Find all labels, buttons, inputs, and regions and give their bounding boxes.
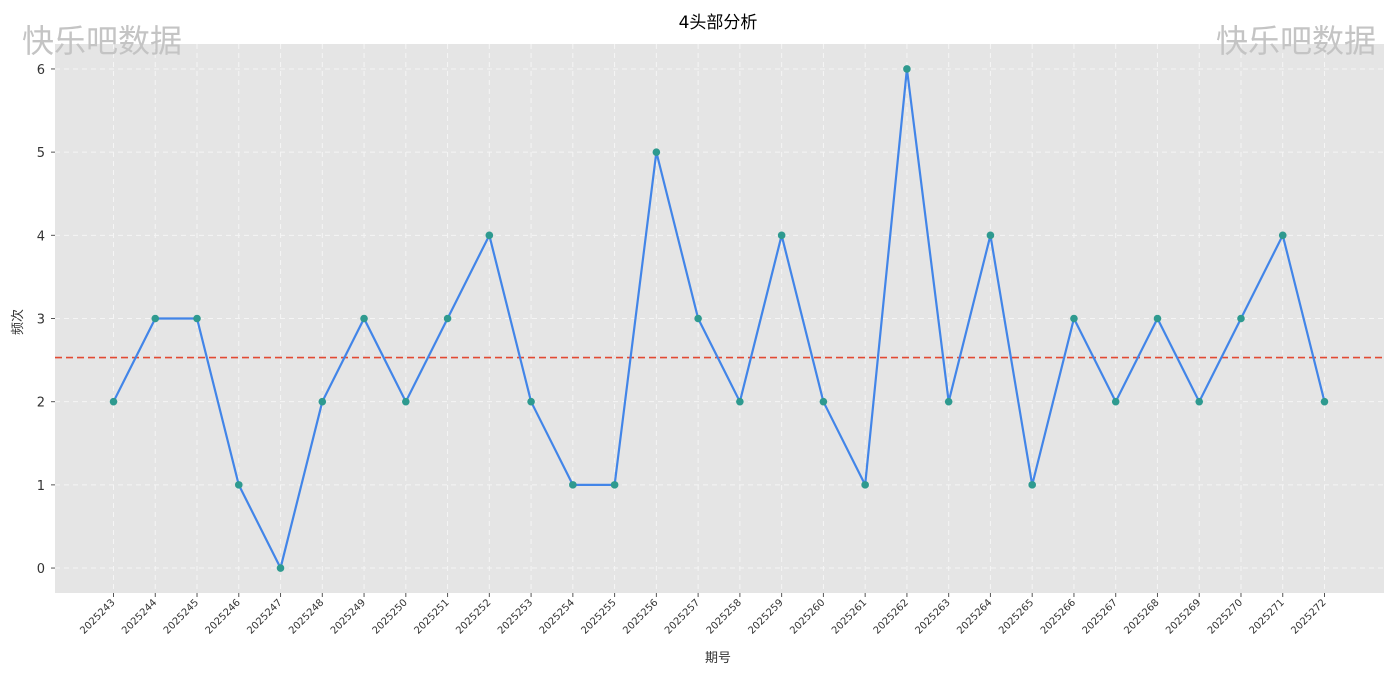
data-point	[777, 231, 786, 240]
x-tick-label: 2025271	[1248, 597, 1287, 636]
x-tick-label: 2025250	[371, 597, 410, 636]
data-point	[485, 231, 494, 240]
x-tick-label: 2025251	[412, 597, 451, 636]
x-tick-label: 2025258	[705, 597, 744, 636]
y-tick-label: 2	[37, 396, 45, 411]
data-point	[1111, 397, 1120, 406]
y-tick-label: 6	[37, 63, 45, 78]
x-tick-label: 2025254	[538, 597, 577, 636]
data-point	[1278, 231, 1287, 240]
x-tick-label: 2025269	[1164, 597, 1203, 636]
x-tick-label: 2025266	[1039, 597, 1078, 636]
data-point	[903, 65, 911, 73]
data-point	[652, 148, 661, 156]
x-tick-label: 2025260	[788, 597, 827, 636]
y-tick-label: 5	[37, 146, 45, 161]
data-point	[193, 314, 201, 323]
x-axis-label: 期号	[705, 651, 731, 666]
data-point	[1237, 314, 1245, 323]
x-tick-label: 2025247	[245, 597, 284, 636]
x-tick-label: 2025255	[579, 597, 618, 636]
y-tick-label: 4	[37, 229, 45, 244]
watermark-right: 快乐吧数据	[1215, 22, 1376, 60]
x-axis-ticks: 2025243 2025244 2025245 2025246 2025247 20252…	[78, 593, 1329, 637]
x-tick-label: 2025244	[120, 597, 159, 636]
data-point	[151, 314, 160, 323]
y-tick-label: 0	[37, 562, 45, 577]
x-tick-label: 2025270	[1206, 597, 1245, 636]
x-tick-label: 2025261	[830, 597, 869, 636]
data-point	[1195, 397, 1204, 406]
data-point	[109, 397, 118, 406]
data-point	[861, 481, 869, 489]
data-point	[736, 397, 744, 406]
data-point	[402, 397, 410, 406]
x-tick-label: 2025249	[329, 597, 368, 636]
x-tick-label: 2025245	[162, 597, 201, 636]
data-point	[1028, 481, 1036, 489]
x-tick-label: 2025262	[872, 597, 911, 636]
data-point	[1320, 397, 1329, 406]
x-tick-label: 2025253	[496, 597, 535, 636]
x-tick-label: 2025264	[955, 597, 994, 636]
data-point	[443, 314, 452, 323]
data-point	[569, 481, 577, 489]
y-tick-label: 1	[37, 479, 45, 494]
chart-title: 4头部分析	[679, 13, 758, 33]
x-tick-label: 2025256	[621, 597, 660, 636]
data-point	[610, 481, 619, 489]
x-tick-label: 2025246	[204, 597, 243, 636]
data-point	[986, 231, 995, 240]
data-point	[819, 397, 828, 406]
x-tick-label: 2025268	[1122, 597, 1161, 636]
series-line	[112, 67, 1326, 570]
data-point	[1153, 314, 1162, 323]
x-tick-label: 2025252	[454, 597, 493, 636]
data-point	[944, 397, 953, 406]
data-point	[527, 397, 535, 406]
data-point	[1070, 314, 1078, 323]
data-point	[276, 564, 285, 572]
y-axis-ticks: 0 1 2 3 4 5 6	[37, 63, 55, 577]
data-points	[109, 65, 1329, 572]
x-tick-label: 2025267	[1081, 597, 1120, 636]
x-tick-label: 2025243	[78, 597, 117, 636]
x-tick-label: 2025257	[663, 597, 702, 636]
data-point	[234, 481, 243, 489]
y-tick-label: 3	[37, 313, 45, 328]
x-tick-label: 2025272	[1289, 597, 1328, 636]
y-axis-label: 频次	[10, 309, 26, 335]
data-point	[318, 397, 327, 406]
x-tick-label: 2025248	[287, 597, 326, 636]
data-point	[694, 314, 702, 323]
data-point	[360, 314, 368, 323]
watermark-left: 快乐吧数据	[22, 22, 183, 60]
x-tick-label: 2025265	[997, 597, 1036, 636]
x-tick-label: 2025259	[746, 597, 785, 636]
x-tick-label: 2025263	[914, 597, 953, 636]
